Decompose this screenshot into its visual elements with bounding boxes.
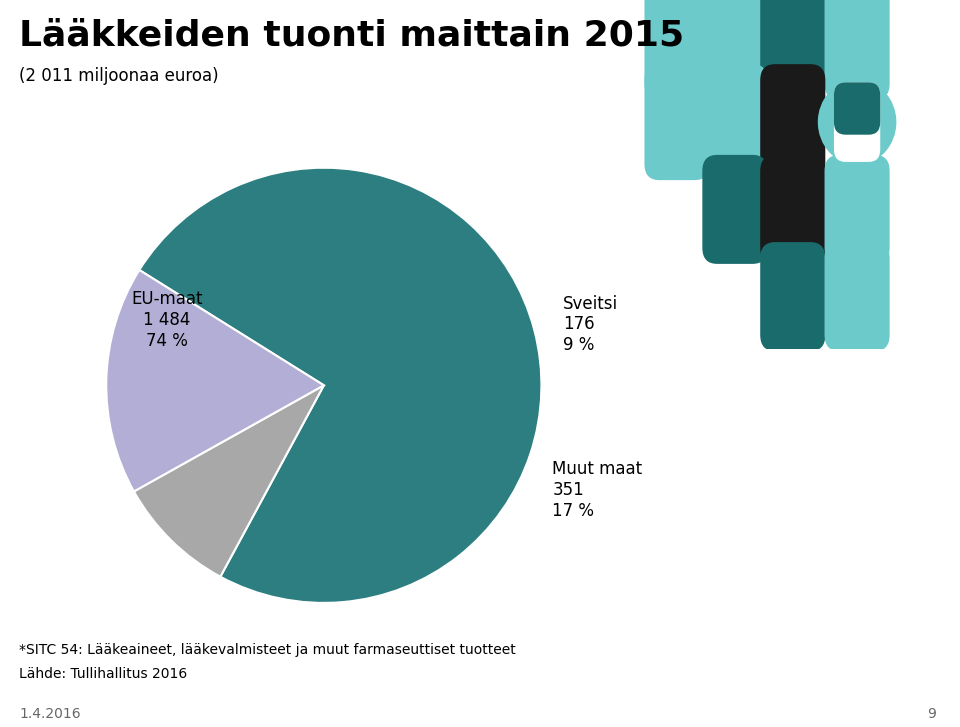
Text: Muut maat
351
17 %: Muut maat 351 17 % xyxy=(552,460,642,520)
Text: EU-maat
1 484
74 %: EU-maat 1 484 74 % xyxy=(132,290,203,350)
Wedge shape xyxy=(107,270,324,491)
FancyBboxPatch shape xyxy=(703,0,767,100)
FancyBboxPatch shape xyxy=(760,242,826,351)
Wedge shape xyxy=(133,385,324,577)
FancyBboxPatch shape xyxy=(644,0,709,100)
FancyBboxPatch shape xyxy=(825,0,890,100)
Text: (2 011 miljoonaa euroa): (2 011 miljoonaa euroa) xyxy=(19,67,219,85)
FancyBboxPatch shape xyxy=(644,64,709,180)
FancyBboxPatch shape xyxy=(825,242,890,351)
Circle shape xyxy=(819,80,896,164)
Text: Sveitsi
176
9 %: Sveitsi 176 9 % xyxy=(564,294,618,354)
FancyBboxPatch shape xyxy=(760,64,826,180)
Text: Lääkkeiden tuonti maittain 2015: Lääkkeiden tuonti maittain 2015 xyxy=(19,18,684,52)
FancyBboxPatch shape xyxy=(834,82,880,134)
Text: 9: 9 xyxy=(927,707,936,720)
FancyBboxPatch shape xyxy=(825,155,890,264)
FancyBboxPatch shape xyxy=(834,82,880,162)
Wedge shape xyxy=(139,168,541,603)
FancyBboxPatch shape xyxy=(760,0,826,100)
FancyBboxPatch shape xyxy=(703,64,767,180)
Text: 1.4.2016: 1.4.2016 xyxy=(19,707,81,720)
FancyBboxPatch shape xyxy=(703,155,767,264)
Text: *SITC 54: Lääkeaineet, lääkevalmisteet ja muut farmaseuttiset tuotteet: *SITC 54: Lääkeaineet, lääkevalmisteet j… xyxy=(19,643,516,657)
FancyBboxPatch shape xyxy=(760,155,826,264)
Text: Lähde: Tullihallitus 2016: Lähde: Tullihallitus 2016 xyxy=(19,667,187,681)
